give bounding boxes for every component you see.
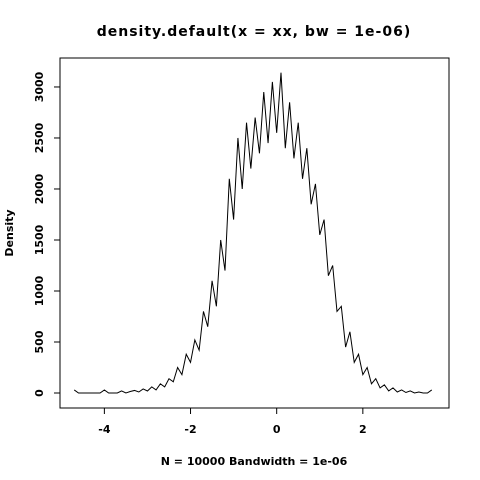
y-tick-label: 2000 [33,173,46,204]
x-axis-label: N = 10000 Bandwidth = 1e-06 [161,455,348,468]
y-tick-label: 1000 [33,275,46,306]
y-tick-label: 3000 [33,71,46,102]
chart-title: density.default(x = xx, bw = 1e-06) [97,24,412,40]
x-tick-label: 2 [359,423,367,436]
x-tick-label: -2 [184,423,196,436]
y-tick-label: 500 [33,330,46,353]
plot-frame [59,57,450,409]
y-axis-label: Density [3,209,16,256]
y-tick-label: 2500 [33,122,46,153]
x-tick-label: 0 [273,423,281,436]
y-tick-label: 1500 [33,224,46,255]
y-tick-label: 0 [33,389,46,397]
density-line [73,72,433,394]
x-tick-label: -4 [98,423,111,436]
